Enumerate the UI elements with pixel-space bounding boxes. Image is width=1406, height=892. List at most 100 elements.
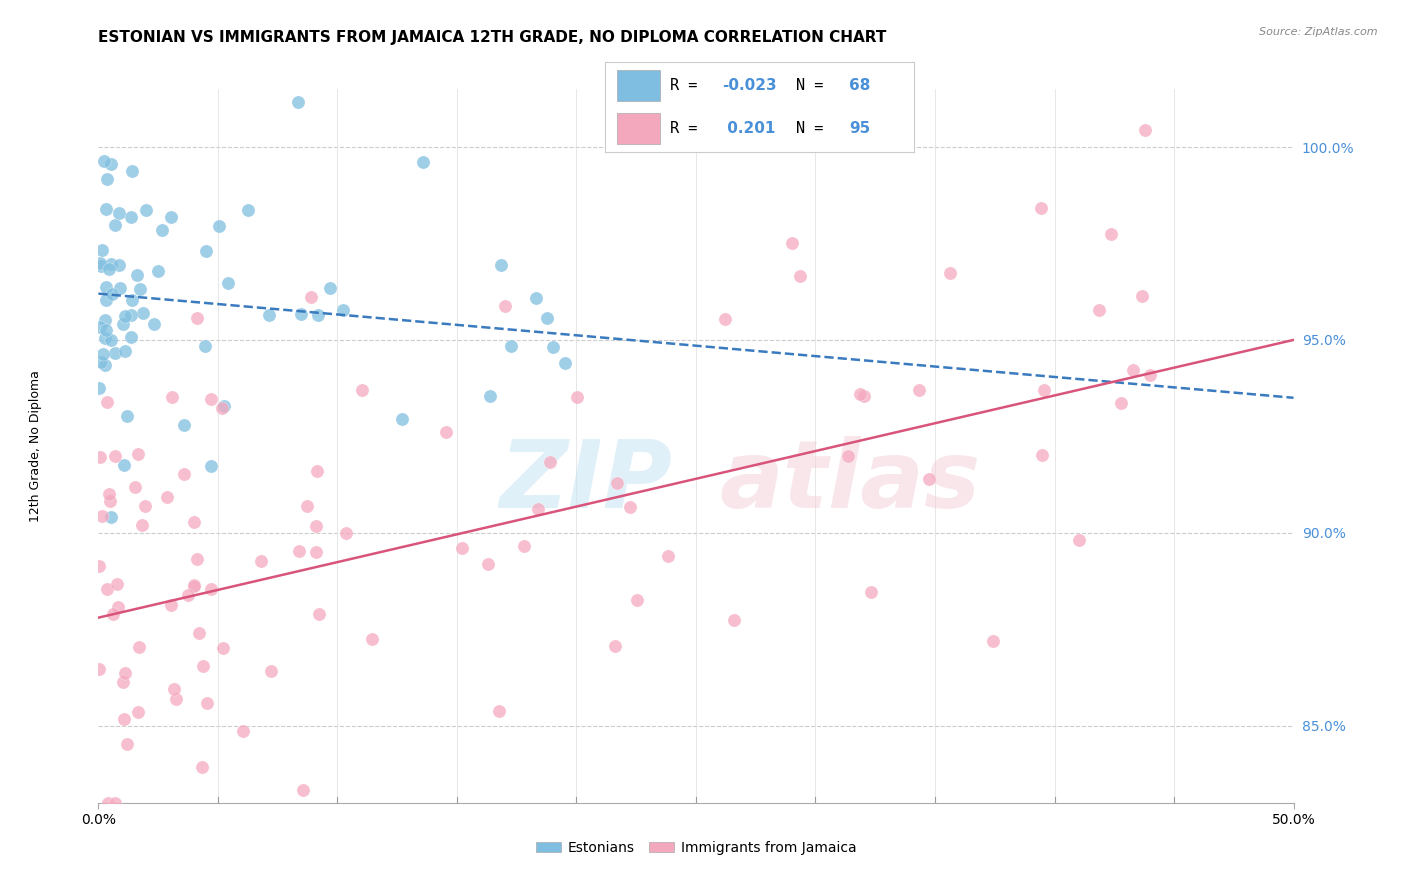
Point bbox=[156, 490, 179, 504]
Text: -0.023: -0.023 bbox=[723, 78, 776, 93]
Point bbox=[232, 724, 254, 739]
Point bbox=[853, 389, 876, 403]
Point bbox=[200, 459, 222, 474]
Point bbox=[352, 383, 374, 397]
Point bbox=[260, 664, 283, 678]
Point bbox=[186, 552, 208, 566]
Point bbox=[513, 539, 536, 553]
Point bbox=[108, 206, 131, 220]
Point bbox=[114, 343, 136, 358]
Point bbox=[100, 257, 122, 271]
Bar bbox=[617, 113, 661, 144]
Point bbox=[91, 244, 114, 258]
Point bbox=[554, 356, 576, 370]
Point bbox=[723, 613, 745, 627]
Point bbox=[107, 258, 129, 272]
Point bbox=[100, 510, 122, 524]
Point bbox=[120, 211, 142, 225]
Point bbox=[412, 154, 434, 169]
Point bbox=[176, 588, 198, 602]
Point bbox=[494, 300, 516, 314]
Point bbox=[305, 545, 328, 559]
Point bbox=[159, 210, 181, 224]
Point bbox=[849, 386, 872, 401]
Point bbox=[1099, 227, 1122, 242]
Point bbox=[250, 554, 273, 568]
Point bbox=[90, 355, 112, 369]
Point bbox=[96, 172, 118, 186]
Point bbox=[451, 541, 474, 555]
Point bbox=[837, 449, 859, 463]
Point bbox=[257, 308, 280, 322]
Point bbox=[305, 518, 328, 533]
Point bbox=[908, 383, 931, 397]
Point bbox=[538, 455, 561, 469]
Bar bbox=[617, 70, 661, 101]
Point bbox=[527, 501, 550, 516]
Point bbox=[127, 447, 149, 461]
Point bbox=[183, 516, 205, 530]
Point bbox=[89, 559, 111, 574]
Point bbox=[173, 418, 195, 433]
Point bbox=[115, 738, 138, 752]
Point bbox=[112, 712, 135, 726]
Point bbox=[94, 202, 117, 216]
Point bbox=[112, 458, 135, 472]
Point bbox=[307, 308, 329, 322]
Point bbox=[288, 543, 311, 558]
Point bbox=[524, 291, 547, 305]
Text: Source: ZipAtlas.com: Source: ZipAtlas.com bbox=[1260, 27, 1378, 37]
Point bbox=[111, 674, 134, 689]
Point bbox=[121, 164, 143, 178]
Point bbox=[96, 582, 118, 596]
Point bbox=[101, 607, 124, 621]
Text: 95: 95 bbox=[849, 121, 870, 136]
Point bbox=[307, 464, 329, 478]
Point bbox=[211, 401, 233, 416]
Point bbox=[567, 390, 589, 404]
Point bbox=[183, 578, 205, 592]
Point bbox=[299, 289, 322, 303]
Point bbox=[335, 526, 357, 541]
Point bbox=[1033, 383, 1056, 397]
Point bbox=[499, 339, 522, 353]
Point bbox=[127, 705, 149, 719]
Point bbox=[100, 333, 122, 347]
Point bbox=[217, 276, 239, 290]
Point bbox=[135, 203, 157, 218]
Point bbox=[87, 662, 110, 676]
Point bbox=[657, 549, 679, 564]
Point bbox=[93, 313, 115, 327]
Point bbox=[626, 593, 648, 607]
Point bbox=[1139, 368, 1161, 383]
Point bbox=[89, 381, 111, 395]
Point bbox=[212, 399, 235, 413]
Point bbox=[1087, 303, 1109, 318]
Point bbox=[1133, 123, 1156, 137]
Point bbox=[128, 640, 150, 654]
Point bbox=[94, 331, 117, 345]
Point bbox=[96, 279, 118, 293]
Point bbox=[332, 302, 354, 317]
Point bbox=[489, 258, 512, 272]
Point bbox=[107, 600, 129, 615]
Point bbox=[236, 202, 259, 217]
Point bbox=[91, 508, 114, 523]
Text: R =: R = bbox=[669, 78, 706, 93]
Point bbox=[292, 782, 315, 797]
Point bbox=[93, 359, 115, 373]
Point bbox=[361, 632, 384, 646]
Point bbox=[308, 607, 330, 622]
Point bbox=[142, 317, 165, 331]
Point bbox=[146, 264, 169, 278]
Point bbox=[190, 760, 212, 774]
Point bbox=[173, 467, 195, 482]
Point bbox=[479, 389, 502, 403]
Point bbox=[131, 306, 153, 320]
Point bbox=[536, 310, 558, 325]
Point bbox=[134, 499, 156, 513]
Point bbox=[780, 235, 803, 250]
Point bbox=[195, 697, 218, 711]
Point bbox=[114, 309, 136, 323]
Point bbox=[104, 345, 127, 359]
